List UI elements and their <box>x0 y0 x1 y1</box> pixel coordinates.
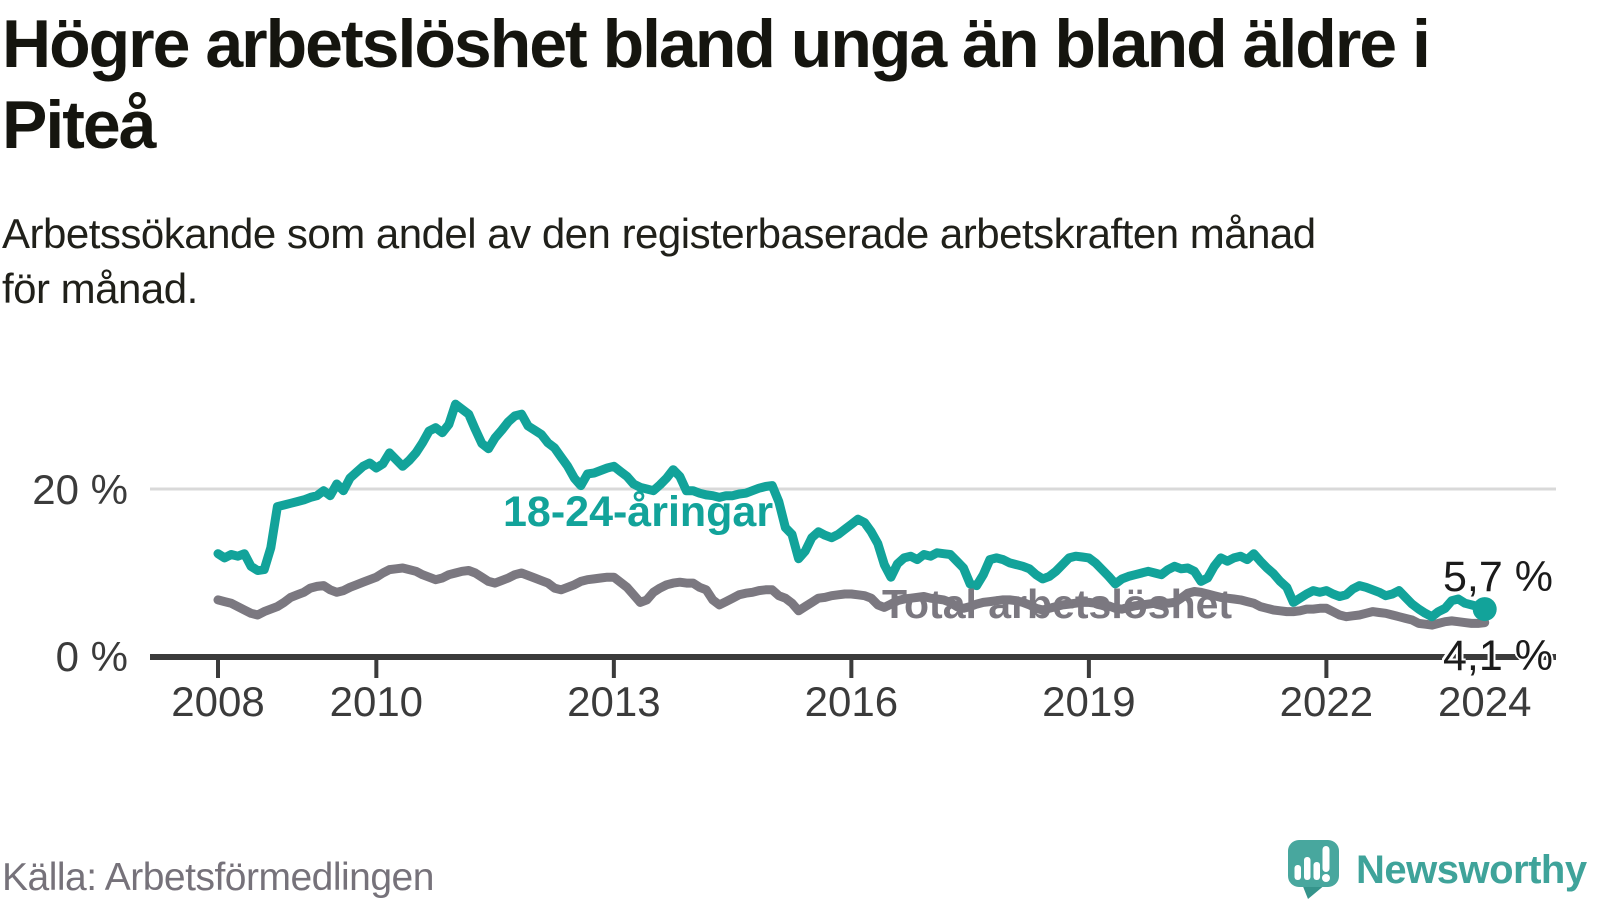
end-value-label-total: 4,1 % <box>1443 632 1553 680</box>
logo-bar-2-icon <box>1304 857 1311 880</box>
x-axis-label-2010: 2010 <box>330 678 423 725</box>
page-title-line-2: Piteå <box>2 87 157 163</box>
series-lines <box>213 399 1497 630</box>
y-axis-label-20: 20 % <box>32 466 128 513</box>
page-subtitle: Arbetssökande som andel av den registerb… <box>2 206 1316 316</box>
page-subtitle-line-2: för månad. <box>2 265 198 312</box>
x-axis-labels: 2008 2010 2013 2016 2019 2022 2024 <box>171 678 1531 725</box>
end-point-dot <box>1472 597 1497 622</box>
y-axis-label-0: 0 % <box>56 633 128 680</box>
page-title-line-1: Högre arbetslöshet bland unga än bland ä… <box>2 6 1431 82</box>
end-value-label-youth: 5,7 % <box>1443 553 1553 601</box>
x-axis-label-2013: 2013 <box>567 678 660 725</box>
x-axis-ticks <box>216 660 1329 678</box>
x-axis-label-2016: 2016 <box>805 678 898 725</box>
page-subtitle-line-1: Arbetssökande som andel av den registerb… <box>2 210 1316 257</box>
logo-exclamation-bar-icon <box>1322 846 1330 872</box>
newsworthy-logo-text: Newsworthy <box>1356 848 1587 892</box>
x-axis-label-2008: 2008 <box>171 678 264 725</box>
series-label-total: Total arbetslöshet <box>882 581 1233 627</box>
page-title: Högre arbetslöshet bland unga än bland ä… <box>2 4 1431 166</box>
series-label-youth: 18-24-åringar <box>503 488 774 536</box>
logo-bubble-tail <box>1302 884 1326 899</box>
x-axis-label-2022: 2022 <box>1280 678 1373 725</box>
logo-bar-1-icon <box>1294 865 1301 880</box>
logo-exclamation-dot-icon <box>1322 874 1330 882</box>
source-note: Källa: Arbetsförmedlingen <box>2 856 434 899</box>
x-axis-label-2019: 2019 <box>1042 678 1135 725</box>
speech-bubble-chart-icon <box>1288 840 1339 899</box>
logo-bar-3-icon <box>1313 862 1320 880</box>
x-axis-label-2024: 2024 <box>1438 678 1531 725</box>
series-line-youth <box>213 399 1490 622</box>
series-line-total <box>213 563 1490 630</box>
logo-bubble-body <box>1288 840 1339 887</box>
